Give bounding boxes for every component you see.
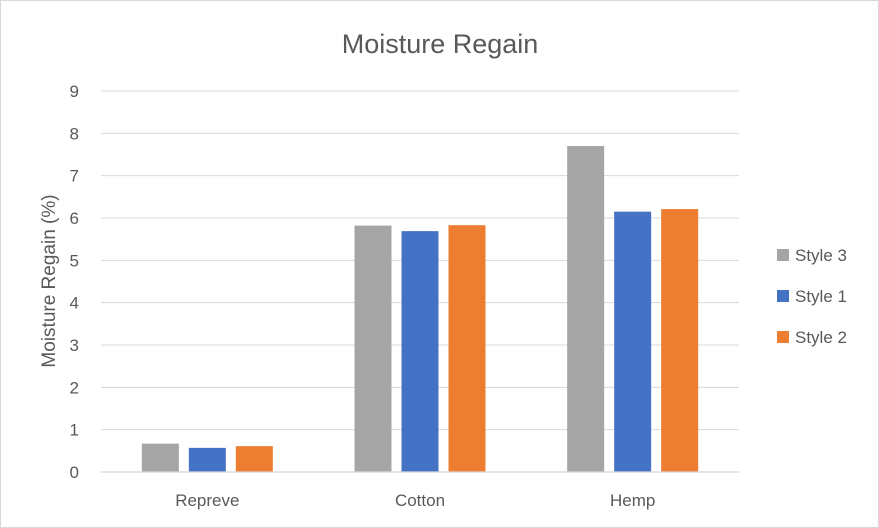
- bar-style-1-hemp: [614, 211, 652, 472]
- y-tick-label: 7: [70, 167, 79, 186]
- x-category-label: Hemp: [610, 491, 655, 510]
- bar-style-2-hemp: [661, 209, 699, 473]
- legend-swatch: [777, 290, 789, 302]
- legend: Style 3 Style 1 Style 2: [777, 246, 847, 347]
- y-tick-label: 4: [70, 294, 79, 313]
- bar-style-2-cotton: [448, 225, 486, 472]
- bar-style-2-repreve: [235, 446, 273, 472]
- x-axis-categories: Repreve Cotton Hemp: [175, 491, 655, 510]
- legend-label: Style 2: [795, 328, 847, 347]
- y-tick-label: 9: [70, 82, 79, 101]
- bar-style-3-cotton: [354, 225, 392, 472]
- y-tick-label: 3: [70, 336, 79, 355]
- legend-swatch: [777, 331, 789, 343]
- bar-style-1-repreve: [188, 447, 226, 472]
- bar-style-3-repreve: [141, 443, 179, 472]
- bar-style-3-hemp: [567, 146, 605, 473]
- bar-style-1-cotton: [401, 231, 439, 472]
- y-tick-label: 0: [70, 463, 79, 482]
- chart-title: Moisture Regain: [342, 29, 539, 59]
- y-axis-ticks: 0 1 2 3 4 5 6 7 8 9: [70, 82, 79, 482]
- legend-label: Style 1: [795, 287, 847, 306]
- y-tick-label: 6: [70, 209, 79, 228]
- y-tick-label: 1: [70, 421, 79, 440]
- legend-swatch: [777, 249, 789, 261]
- y-tick-label: 8: [70, 124, 79, 143]
- y-axis-label: Moisture Regain (%): [39, 194, 60, 367]
- x-category-label: Cotton: [395, 491, 445, 510]
- x-category-label: Repreve: [175, 491, 239, 510]
- bars: [101, 146, 739, 473]
- y-tick-label: 2: [70, 378, 79, 397]
- y-tick-label: 5: [70, 251, 79, 270]
- legend-label: Style 3: [795, 246, 847, 265]
